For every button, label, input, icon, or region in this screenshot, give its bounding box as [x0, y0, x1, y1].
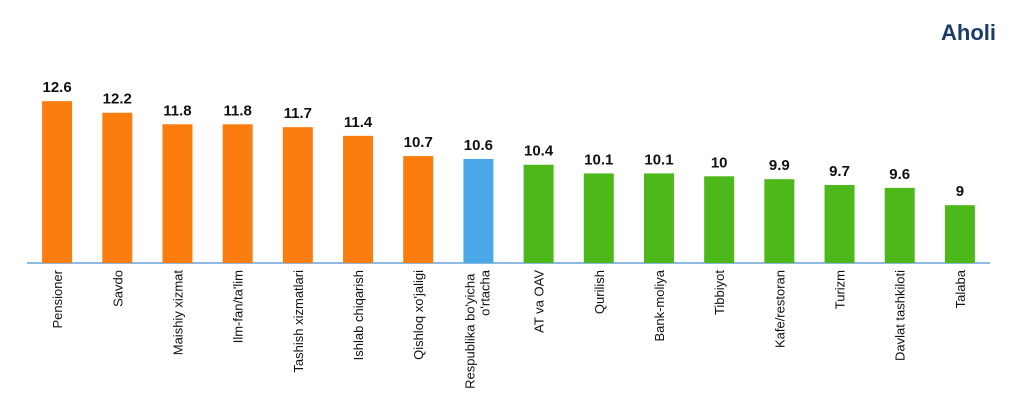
x-label-group: Turizm: [833, 270, 848, 309]
x-tick-label: Qurilish: [592, 270, 607, 314]
x-tick-label: Davlat tashkiloti: [893, 270, 908, 361]
bar: [764, 179, 795, 263]
x-tick-label: Tashish xizmatlari: [291, 270, 306, 373]
bar: [643, 173, 674, 263]
x-tick-label: Turizm: [833, 270, 848, 309]
x-label-group: Bank-moliya: [652, 269, 667, 341]
x-label-group: Ishlab chiqarish: [351, 270, 366, 360]
x-tick-label: Maishiy xizmat: [170, 270, 185, 356]
bar: [42, 101, 73, 263]
bar: [282, 127, 313, 263]
value-label: 11.8: [223, 102, 251, 119]
x-tick-label: Bank-moliya: [652, 269, 667, 341]
x-label-group: Maishiy xizmat: [170, 270, 185, 356]
x-tick-label: Qishloq xo'jaligi: [411, 270, 426, 360]
value-label: 9.6: [889, 166, 910, 183]
x-label-group: Tashish xizmatlari: [291, 270, 306, 373]
value-label: 11.4: [344, 114, 373, 131]
bar: [102, 112, 133, 263]
bar: [944, 205, 975, 263]
value-label: 10.1: [584, 151, 613, 168]
x-label-group: Savdo: [110, 270, 125, 307]
bar: [463, 158, 494, 263]
bar: [222, 124, 253, 263]
value-label: 10: [711, 154, 728, 171]
x-label-group: Respublika bo'yicha o'rtacha: [462, 269, 492, 389]
chart-title: Aholi: [941, 20, 996, 45]
value-label: 9.7: [829, 163, 850, 180]
x-label-group: Davlat tashkiloti: [893, 270, 908, 361]
x-label-group: AT va OAV: [532, 270, 547, 333]
x-tick-label: AT va OAV: [532, 270, 547, 333]
bar: [884, 187, 915, 263]
bar: [403, 156, 434, 263]
bar: [343, 135, 374, 263]
x-label-group: Kafe/restoran: [772, 270, 787, 348]
x-tick-label: Savdo: [110, 270, 125, 307]
value-label: 11.7: [284, 105, 312, 122]
x-tick-label: Tibbiyot: [712, 270, 727, 315]
value-label: 12.6: [42, 79, 71, 96]
value-label: 10.1: [644, 151, 673, 168]
x-tick-label: Respublika bo'yicha o'rtacha: [462, 269, 492, 389]
value-label: 9: [956, 183, 964, 200]
bar: [583, 173, 614, 263]
bar: [704, 176, 735, 263]
x-tick-label: Pensioner: [50, 269, 65, 328]
value-label: 9.9: [769, 157, 790, 174]
bar: [824, 184, 855, 263]
x-label-group: Qishloq xo'jaligi: [411, 270, 426, 360]
bar: [162, 124, 193, 263]
x-tick-label: Ishlab chiqarish: [351, 270, 366, 360]
x-label-group: Tibbiyot: [712, 270, 727, 315]
value-label: 10.7: [404, 134, 433, 151]
x-label-group: Qurilish: [592, 270, 607, 314]
x-label-group: Pensioner: [50, 269, 65, 328]
value-label: 10.4: [524, 143, 554, 160]
x-label-group: Talaba: [953, 269, 968, 308]
value-label: 10.6: [464, 137, 493, 154]
x-tick-label: Talaba: [953, 269, 968, 308]
value-label: 12.2: [103, 91, 132, 108]
x-tick-label: Kafe/restoran: [772, 270, 787, 348]
x-label-group: Ilm-fan/ta'lim: [231, 270, 246, 343]
bar: [523, 164, 554, 263]
value-label: 11.8: [163, 102, 191, 119]
x-tick-label: Ilm-fan/ta'lim: [231, 270, 246, 343]
